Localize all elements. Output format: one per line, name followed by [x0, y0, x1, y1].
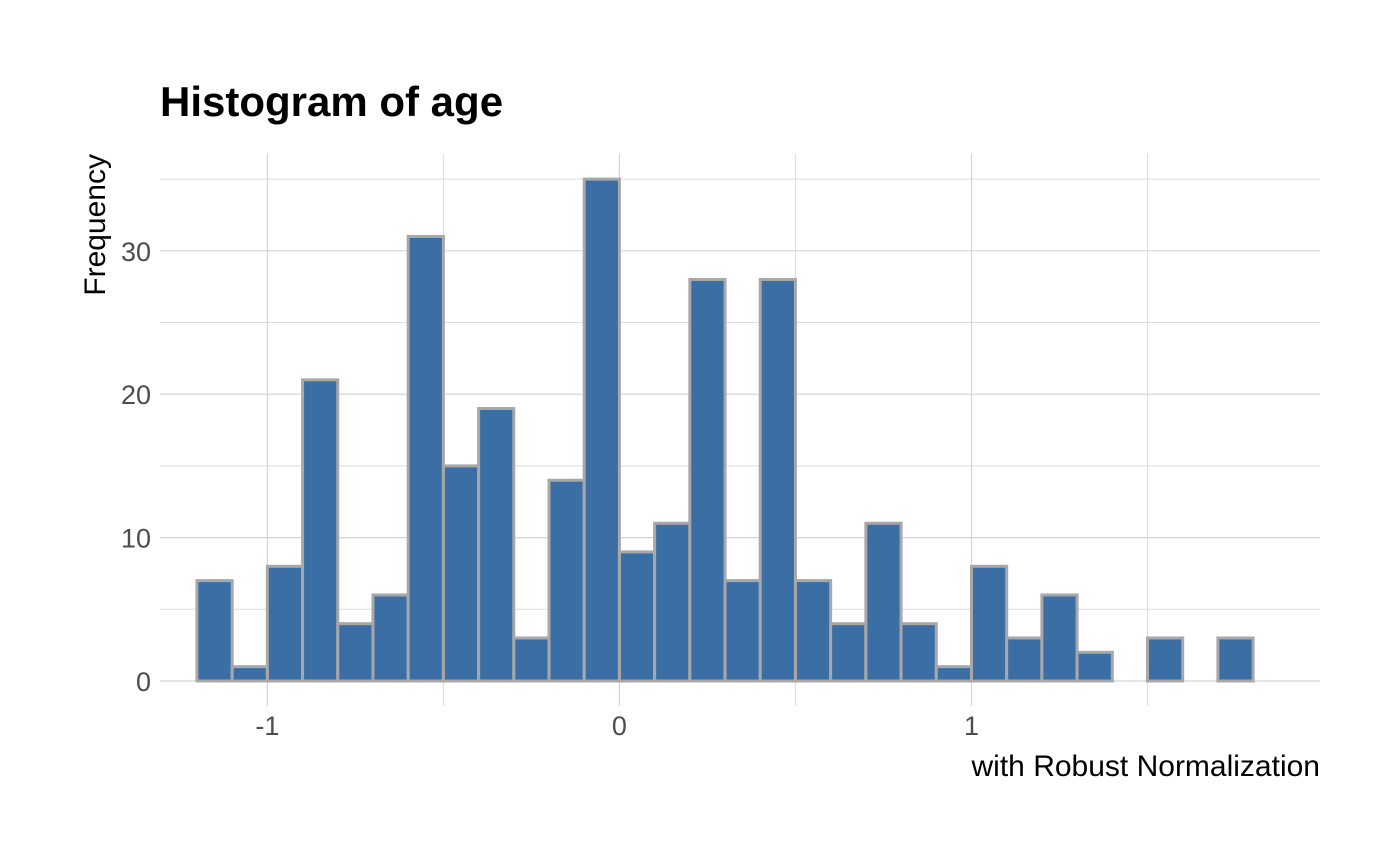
histogram-bar	[864, 521, 903, 683]
y-tick-label: 10	[121, 524, 151, 554]
x-tick-label: 1	[964, 711, 979, 741]
histogram-bar	[688, 277, 727, 683]
y-tick-label: 20	[121, 380, 151, 410]
histogram-bar	[512, 636, 551, 683]
histogram-bar	[899, 622, 938, 683]
histogram-bars	[195, 177, 1255, 683]
histogram-bar	[195, 579, 234, 683]
histogram-bar	[301, 378, 340, 683]
chart-title: Histogram of age	[160, 78, 503, 125]
histogram-bar	[1145, 636, 1185, 683]
x-tick-label: 0	[612, 711, 627, 741]
histogram-bar	[406, 234, 445, 683]
histogram-bar	[758, 277, 797, 683]
histogram-bar	[336, 622, 375, 683]
y-axis-ticks: 0 10 20 30	[121, 237, 151, 697]
histogram-bar	[653, 521, 692, 683]
histogram-bar	[1075, 650, 1114, 683]
histogram-bar	[723, 579, 762, 683]
histogram-bar	[969, 564, 1009, 683]
y-tick-label: 30	[121, 237, 151, 267]
histogram-bar	[934, 665, 973, 683]
y-axis-title: Frequency	[79, 154, 112, 296]
histogram-bar	[265, 564, 305, 683]
histogram-bar	[477, 407, 516, 683]
histogram-bar	[793, 579, 833, 683]
histogram-bar	[1040, 593, 1079, 683]
histogram-bar	[441, 464, 481, 683]
histogram-bar	[1216, 636, 1255, 683]
x-axis-title: with Robust Normalization	[971, 750, 1320, 783]
histogram-bar	[371, 593, 410, 683]
histogram-bar	[829, 622, 868, 683]
y-tick-label: 0	[136, 667, 151, 697]
x-axis-ticks: -1 0 1	[255, 711, 979, 741]
histogram-bar	[547, 478, 586, 683]
histogram-bar	[1005, 636, 1044, 683]
histogram-bar	[617, 550, 657, 683]
histogram-bar	[230, 665, 269, 683]
histogram-bar	[582, 177, 621, 683]
x-tick-label: -1	[255, 711, 279, 741]
